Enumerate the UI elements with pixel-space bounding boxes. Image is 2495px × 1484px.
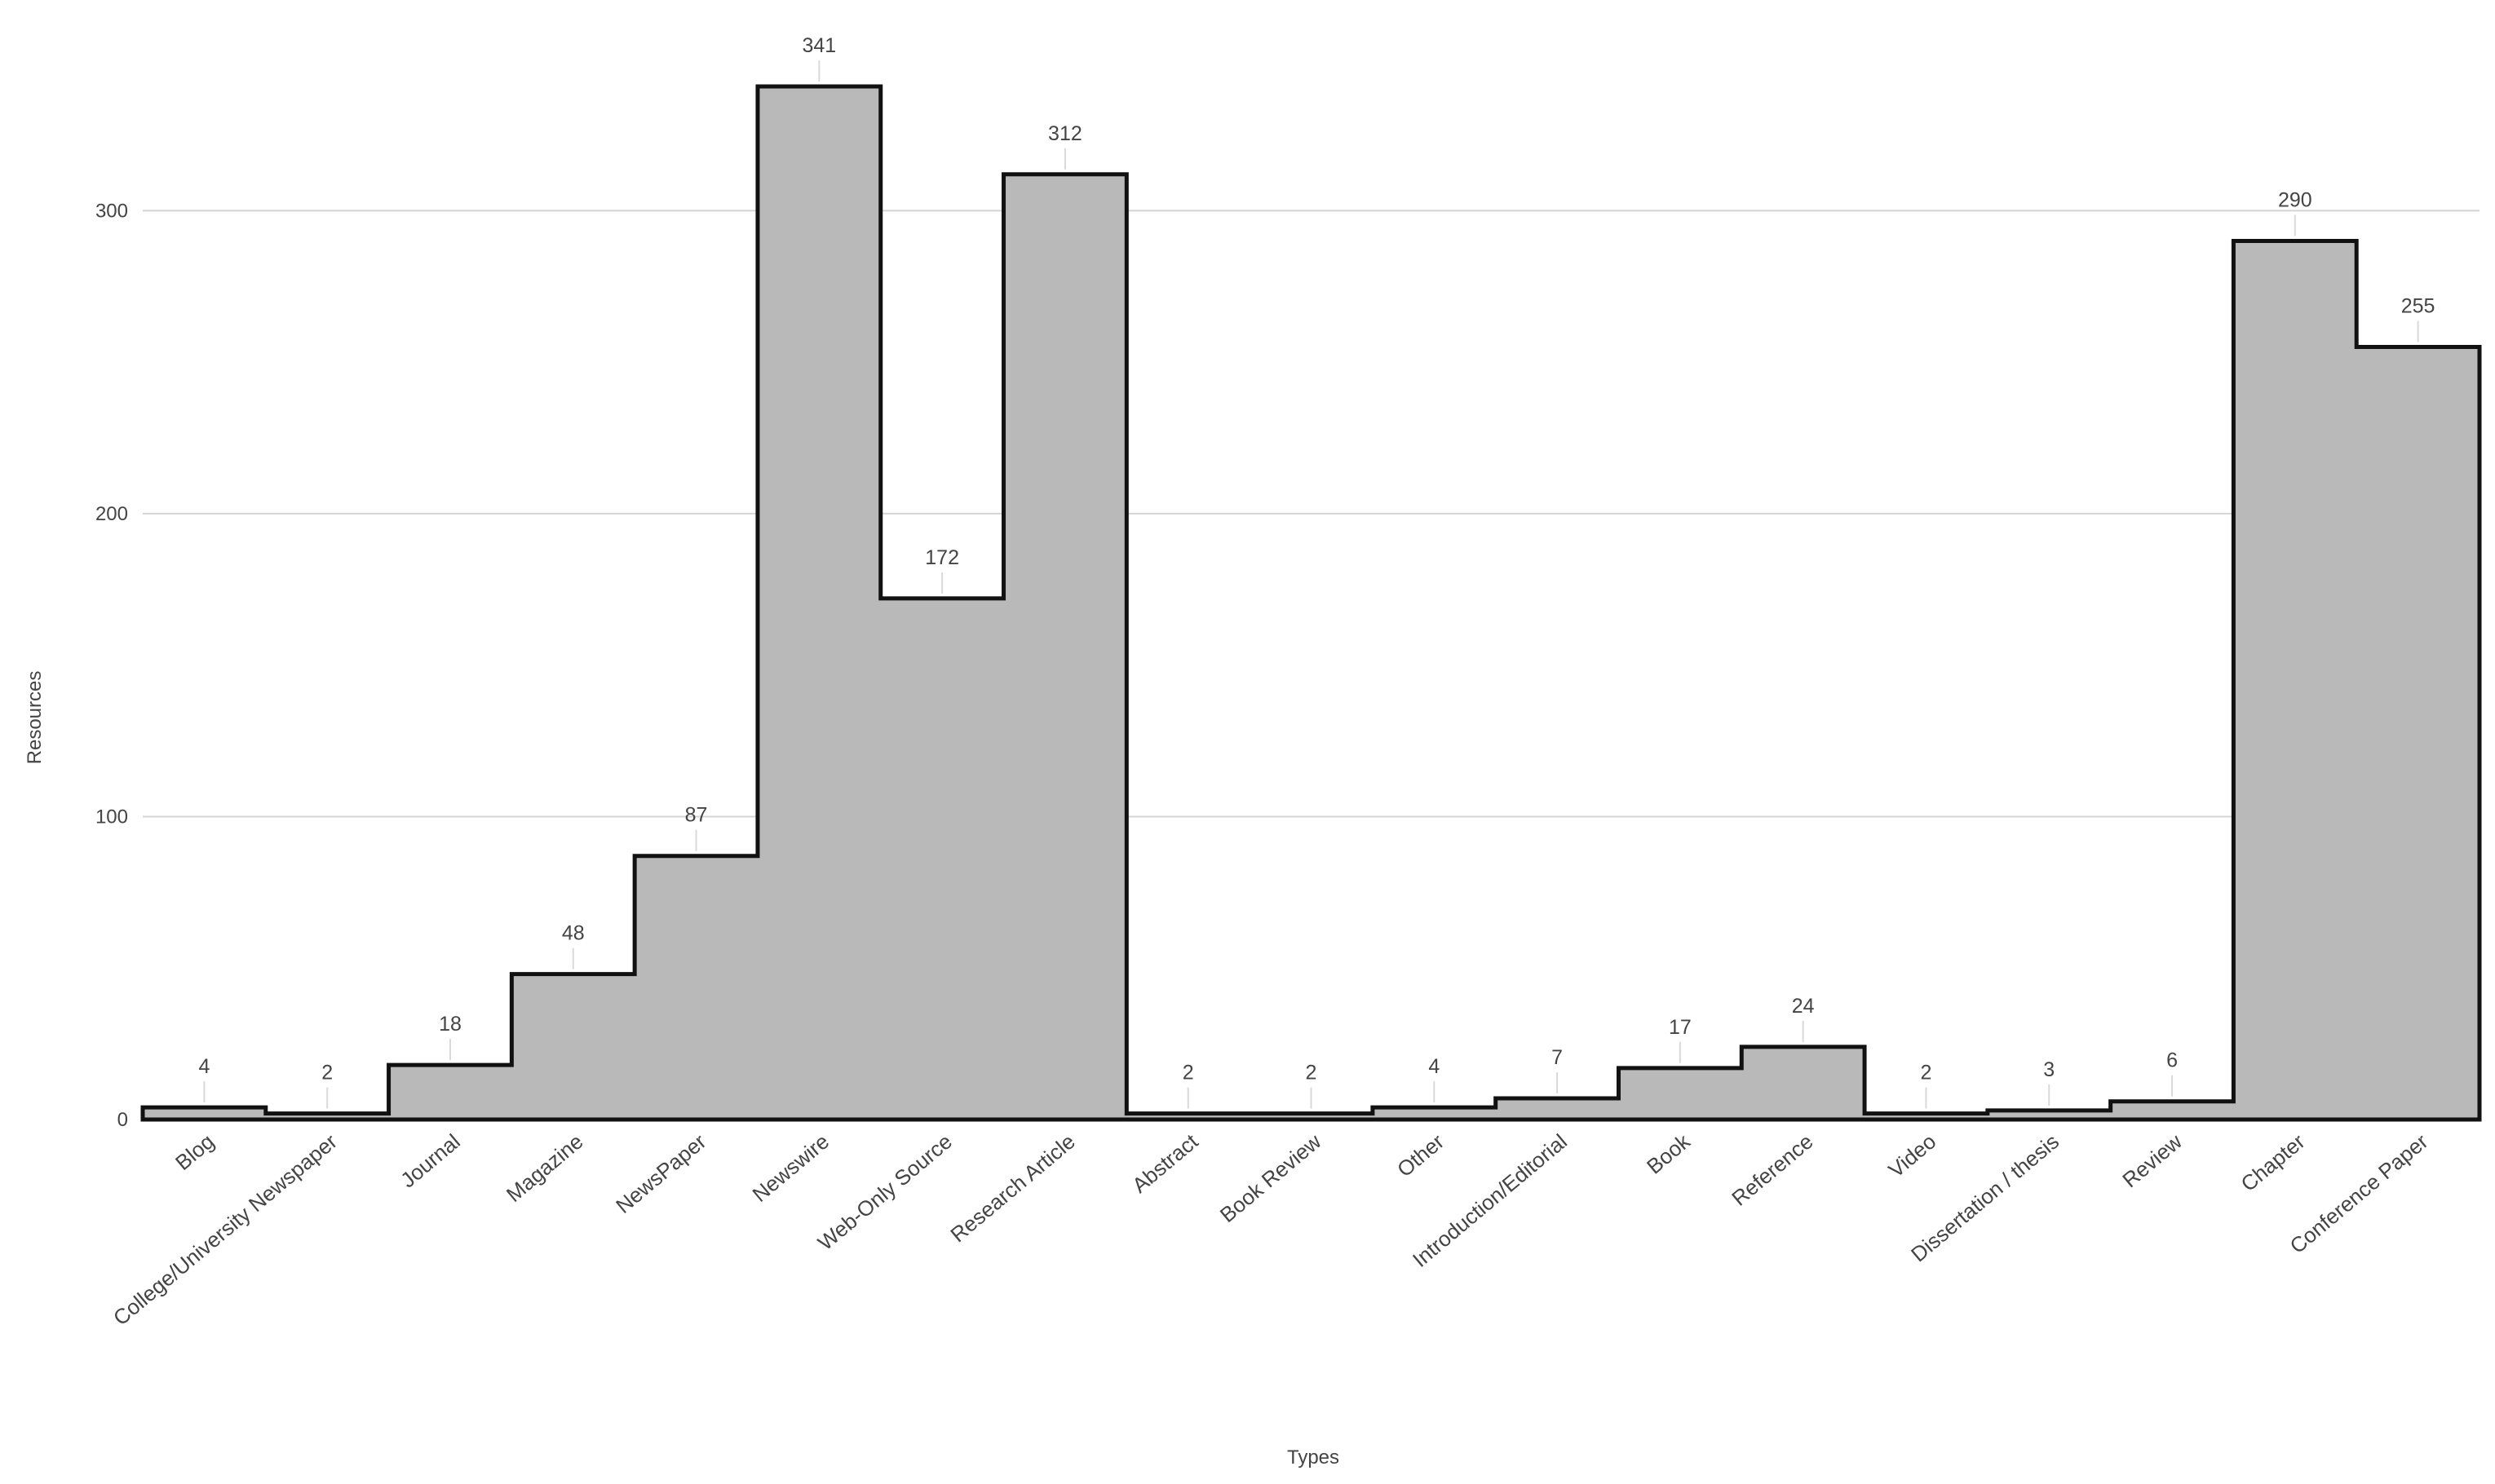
data-label: 2 — [1920, 1062, 1931, 1084]
x-tick-label: Book — [1642, 1128, 1695, 1179]
x-axis-title: Types — [1287, 1446, 1339, 1469]
x-tick-label: College/University Newspaper — [108, 1128, 342, 1330]
data-label: 4 — [198, 1055, 210, 1078]
data-label: 3 — [2043, 1058, 2055, 1081]
data-label: 48 — [562, 922, 585, 945]
y-tick-label: 0 — [117, 1109, 128, 1131]
stepped-area-series — [140, 84, 2482, 1122]
y-tick-label: 200 — [95, 503, 128, 525]
x-tick-label: Video — [1883, 1129, 1940, 1182]
x-tick-label: Blog — [170, 1129, 219, 1175]
data-label: 312 — [1048, 122, 1082, 145]
data-label: 24 — [1792, 995, 1815, 1018]
data-label: 172 — [925, 546, 959, 569]
data-label: 255 — [2401, 295, 2435, 318]
data-label: 2 — [321, 1062, 333, 1084]
data-label: 7 — [1551, 1046, 1563, 1069]
x-tick-label: Web-Only Source — [813, 1129, 957, 1256]
x-tick-label: NewsPaper — [611, 1128, 710, 1218]
data-label: 4 — [1428, 1055, 1440, 1078]
y-axis-title: Resources — [24, 671, 46, 765]
x-tick-label: Book Review — [1215, 1128, 1326, 1227]
x-tick-label: Research Article — [945, 1129, 1079, 1248]
x-tick-label: Newswire — [748, 1129, 834, 1207]
data-label: 87 — [685, 804, 708, 827]
plot-area — [140, 84, 2482, 1122]
x-tick-label: Journal — [396, 1129, 465, 1193]
x-tick-label: Review — [2117, 1128, 2187, 1192]
data-label: 18 — [439, 1013, 462, 1036]
y-tick-label: 100 — [95, 806, 128, 828]
x-tick-label: Magazine — [502, 1129, 588, 1207]
gridlines — [143, 210, 2480, 1121]
x-tick-label: Abstract — [1127, 1128, 1203, 1198]
y-tick-label: 300 — [95, 200, 128, 222]
data-label: 6 — [2166, 1049, 2178, 1072]
data-label: 341 — [802, 34, 836, 57]
x-tick-label: Other — [1392, 1128, 1449, 1181]
y-axis-ticks: 0 100 200 300 — [95, 200, 128, 1131]
data-label: 2 — [1183, 1062, 1194, 1084]
data-label: 2 — [1306, 1062, 1317, 1084]
data-label: 290 — [2278, 188, 2312, 211]
x-tick-label: Reference — [1727, 1129, 1817, 1211]
x-tick-label: Chapter — [2236, 1128, 2310, 1196]
data-label: 17 — [1669, 1016, 1692, 1039]
